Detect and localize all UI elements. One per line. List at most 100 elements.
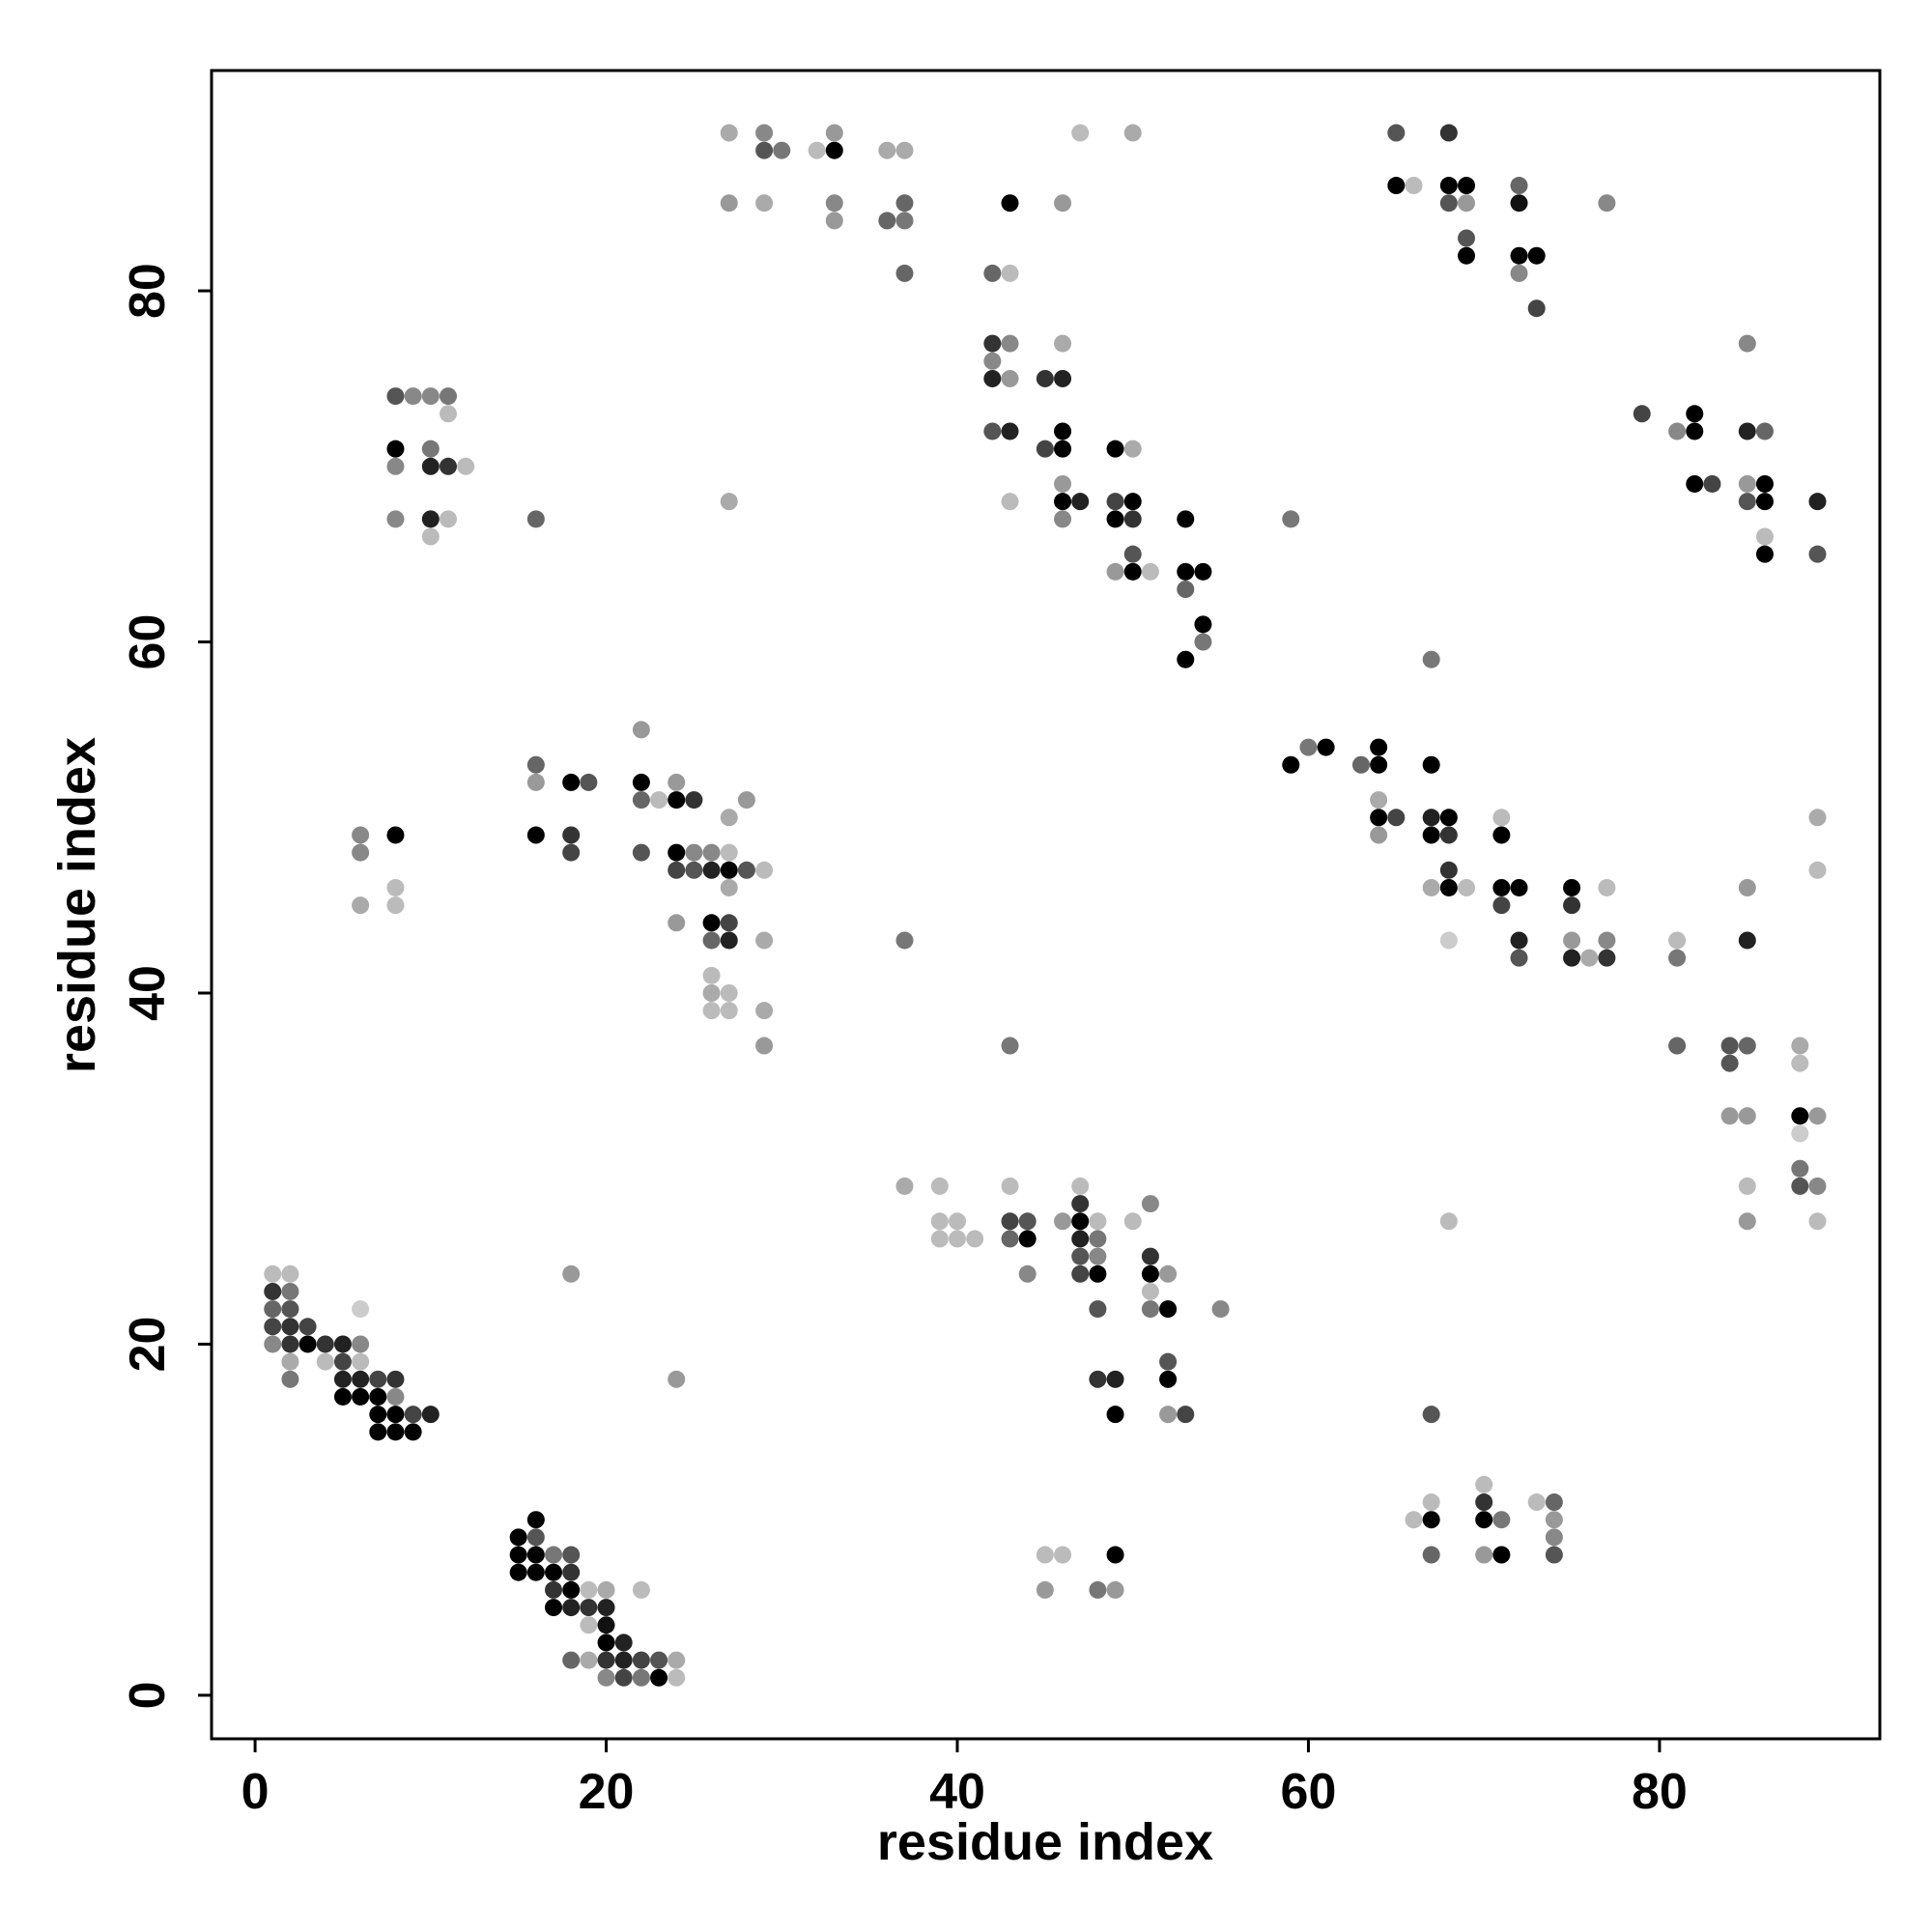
- point: [1089, 1212, 1107, 1231]
- point: [1791, 1107, 1809, 1125]
- point: [580, 1616, 598, 1634]
- point: [404, 1406, 422, 1424]
- point: [1808, 1107, 1827, 1125]
- point: [1422, 1493, 1440, 1512]
- point: [1791, 1037, 1809, 1055]
- point: [316, 1335, 334, 1353]
- point: [281, 1370, 299, 1388]
- point: [632, 1580, 650, 1599]
- point: [526, 1546, 545, 1564]
- point: [1422, 1406, 1440, 1424]
- point: [1492, 896, 1511, 915]
- point: [1598, 878, 1616, 896]
- point: [1510, 931, 1528, 950]
- point: [668, 914, 686, 932]
- point: [1211, 1300, 1230, 1319]
- point: [580, 1651, 598, 1669]
- point: [1036, 1580, 1054, 1599]
- point: [1018, 1212, 1037, 1231]
- point: [1001, 1230, 1019, 1248]
- point: [650, 1668, 668, 1687]
- point: [562, 1563, 581, 1581]
- point: [1458, 246, 1476, 265]
- point: [333, 1370, 352, 1388]
- point: [720, 194, 738, 213]
- point: [1054, 510, 1072, 528]
- point: [1686, 405, 1704, 423]
- point: [895, 141, 914, 159]
- point: [281, 1282, 299, 1300]
- point: [668, 1651, 686, 1669]
- point: [545, 1599, 563, 1617]
- point: [386, 387, 405, 406]
- point: [1527, 299, 1546, 318]
- point: [1510, 246, 1528, 265]
- point: [1738, 1037, 1756, 1055]
- point: [1054, 334, 1072, 353]
- point: [1668, 422, 1687, 440]
- point: [1422, 755, 1440, 774]
- point: [1071, 1247, 1090, 1265]
- point: [702, 931, 721, 950]
- point: [1123, 1212, 1142, 1231]
- point: [264, 1282, 282, 1300]
- point: [1808, 809, 1827, 827]
- point: [895, 931, 914, 950]
- point: [983, 264, 1002, 282]
- point: [369, 1387, 387, 1406]
- point: [1439, 124, 1458, 142]
- point: [1598, 949, 1616, 967]
- point: [1370, 791, 1388, 810]
- point: [545, 1546, 563, 1564]
- point: [1720, 1054, 1739, 1072]
- point: [1141, 562, 1159, 581]
- point: [1492, 878, 1511, 896]
- point: [1422, 878, 1440, 896]
- point: [580, 1580, 598, 1599]
- point: [1439, 177, 1458, 195]
- point: [352, 1300, 370, 1319]
- point: [1668, 949, 1687, 967]
- point: [421, 527, 440, 546]
- point: [702, 861, 721, 879]
- point: [1755, 545, 1774, 563]
- point: [1054, 194, 1072, 213]
- point: [352, 1352, 370, 1371]
- point: [632, 1651, 650, 1669]
- point: [1791, 1177, 1809, 1195]
- point: [509, 1563, 527, 1581]
- point: [1018, 1230, 1037, 1248]
- point: [825, 212, 843, 230]
- point: [1808, 545, 1827, 563]
- point: [597, 1616, 615, 1634]
- point: [1054, 440, 1072, 458]
- point: [1422, 1546, 1440, 1564]
- point: [702, 1002, 721, 1020]
- point: [825, 124, 843, 142]
- point: [1492, 1546, 1511, 1564]
- point: [562, 1599, 581, 1617]
- point: [1475, 1475, 1493, 1493]
- point: [597, 1580, 615, 1599]
- point: [685, 843, 703, 862]
- point: [1282, 755, 1300, 774]
- point: [685, 791, 703, 810]
- point: [685, 861, 703, 879]
- point: [1001, 1212, 1019, 1231]
- point: [1001, 422, 1019, 440]
- point: [1545, 1511, 1563, 1529]
- point: [352, 826, 370, 844]
- point: [1755, 493, 1774, 511]
- point: [1071, 493, 1090, 511]
- point: [509, 1528, 527, 1547]
- point: [386, 510, 405, 528]
- point: [737, 791, 755, 810]
- point: [1668, 931, 1687, 950]
- point: [1738, 1107, 1756, 1125]
- point: [755, 931, 774, 950]
- point: [1458, 177, 1476, 195]
- point: [1177, 562, 1195, 581]
- point: [1527, 246, 1546, 265]
- point: [1123, 124, 1142, 142]
